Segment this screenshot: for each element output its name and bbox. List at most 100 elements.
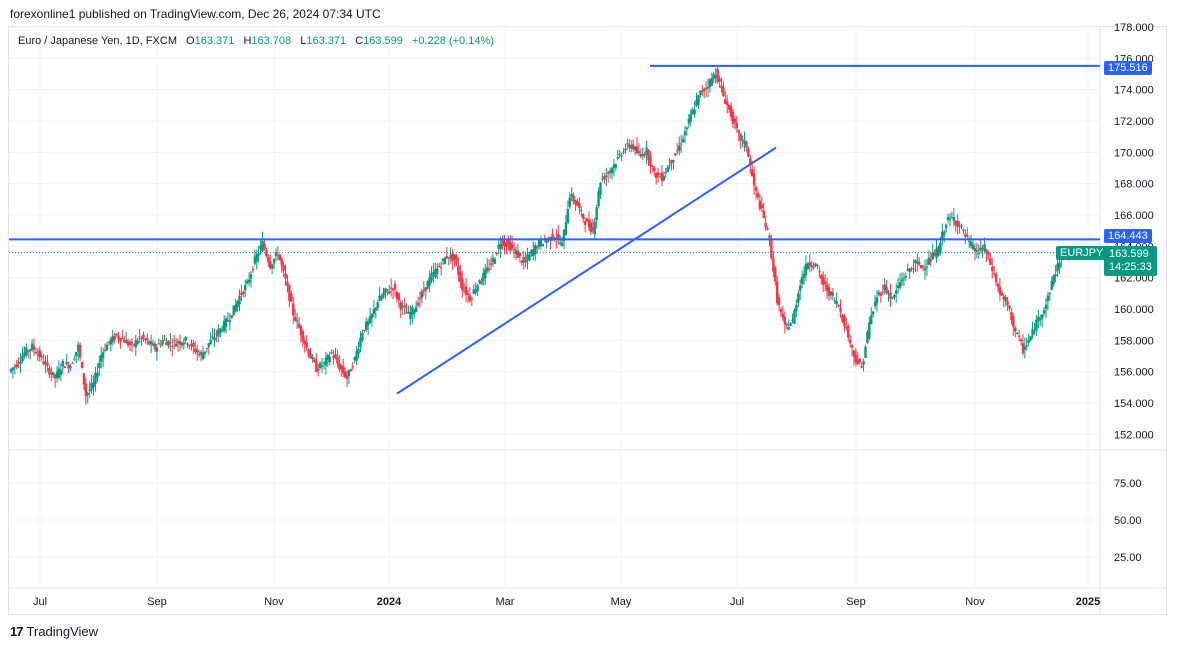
candle-body bbox=[927, 257, 931, 265]
candle-body bbox=[123, 339, 126, 343]
candle-body bbox=[931, 252, 934, 260]
candle-body bbox=[702, 88, 706, 91]
candle-body bbox=[624, 148, 627, 151]
candle-body bbox=[852, 350, 856, 357]
y-tick-label: 174.000 bbox=[1114, 85, 1154, 97]
candle-body bbox=[518, 253, 522, 257]
candle-body bbox=[71, 363, 74, 365]
candle-body bbox=[923, 268, 927, 271]
candle-body bbox=[397, 293, 401, 301]
candle-body bbox=[209, 339, 212, 345]
candle-body bbox=[453, 254, 456, 260]
candle-body bbox=[712, 74, 715, 79]
candle-body bbox=[716, 69, 719, 82]
candle-body bbox=[570, 193, 573, 198]
candle-body bbox=[668, 165, 671, 167]
candle-body bbox=[912, 268, 915, 270]
candle-body bbox=[589, 222, 593, 233]
candle-body bbox=[484, 269, 487, 279]
candle-body bbox=[336, 357, 339, 364]
candle-body bbox=[966, 234, 969, 237]
candle-body bbox=[854, 354, 858, 363]
candle-body bbox=[835, 301, 838, 305]
candle-body bbox=[401, 305, 404, 307]
candle-body bbox=[355, 351, 358, 361]
candle-body bbox=[580, 209, 583, 211]
candle-body bbox=[1039, 318, 1042, 321]
candle-body bbox=[1000, 292, 1004, 296]
candle-body bbox=[670, 159, 673, 164]
candle-body bbox=[263, 243, 266, 250]
top-line-price-tag: 175.516 bbox=[1104, 61, 1152, 75]
candle-body bbox=[1014, 327, 1017, 332]
candle-body bbox=[416, 302, 420, 306]
candle-body bbox=[124, 340, 128, 344]
candle-body bbox=[889, 293, 892, 299]
candle-body bbox=[238, 295, 241, 305]
candle-body bbox=[516, 250, 520, 258]
candle-body bbox=[203, 351, 207, 354]
candle-body bbox=[747, 148, 750, 157]
candle-body bbox=[211, 336, 214, 338]
candle-body bbox=[633, 147, 637, 150]
candle-body bbox=[539, 239, 543, 246]
candle-body bbox=[78, 344, 82, 358]
candle-body bbox=[919, 265, 923, 268]
candle-body bbox=[599, 182, 602, 195]
bar-countdown: 14:25:33 bbox=[1109, 261, 1152, 273]
candle-body bbox=[32, 345, 36, 350]
candle-body bbox=[674, 153, 677, 156]
candle-body bbox=[255, 254, 258, 262]
tradingview-brand[interactable]: 17 TradingView bbox=[10, 624, 98, 639]
candle-body bbox=[232, 305, 235, 316]
low-label: L bbox=[300, 35, 307, 47]
candle-body bbox=[574, 200, 577, 205]
candle-body bbox=[918, 262, 921, 265]
candle-body bbox=[347, 369, 351, 377]
candle-body bbox=[52, 372, 55, 376]
candle-body bbox=[418, 298, 422, 300]
y-tick-label: 178.000 bbox=[1114, 22, 1154, 34]
candle-body bbox=[420, 291, 424, 298]
candle-body bbox=[533, 245, 537, 254]
candle-body bbox=[422, 290, 426, 292]
candle-body bbox=[906, 269, 909, 271]
candle-body bbox=[213, 337, 216, 341]
candle-body bbox=[46, 362, 49, 366]
candle-body bbox=[933, 253, 936, 256]
candle-body bbox=[340, 365, 343, 370]
x-tick-label: Mar bbox=[496, 596, 515, 608]
candle-body bbox=[737, 130, 740, 134]
candle-body bbox=[437, 265, 441, 267]
candle-body bbox=[731, 111, 735, 124]
candle-body bbox=[653, 167, 656, 171]
candle-body bbox=[119, 338, 122, 342]
candle-body bbox=[1031, 328, 1034, 336]
candle-body bbox=[973, 247, 977, 252]
candle-body bbox=[413, 310, 416, 314]
brand-label: TradingView bbox=[26, 624, 99, 639]
candle-body bbox=[253, 256, 257, 264]
candle-body bbox=[172, 340, 176, 342]
candle-body bbox=[215, 333, 218, 335]
candle-body bbox=[491, 258, 495, 263]
candle-body bbox=[476, 285, 479, 292]
candle-body bbox=[393, 284, 397, 290]
candle-body bbox=[144, 339, 147, 341]
candle-body bbox=[63, 366, 66, 368]
candle-body bbox=[384, 288, 387, 293]
candle-body bbox=[685, 127, 689, 130]
candle-body bbox=[726, 101, 729, 106]
candle-body bbox=[462, 289, 466, 291]
candle-body bbox=[61, 360, 65, 367]
trend-line bbox=[396, 146, 777, 395]
candle-body bbox=[374, 308, 378, 311]
candle-body bbox=[53, 374, 57, 379]
candle-body bbox=[69, 366, 72, 369]
candle-body bbox=[13, 366, 17, 368]
candle-body bbox=[55, 371, 59, 379]
candle-body bbox=[424, 287, 427, 291]
candle-body bbox=[576, 201, 579, 207]
candle-body bbox=[532, 249, 535, 256]
